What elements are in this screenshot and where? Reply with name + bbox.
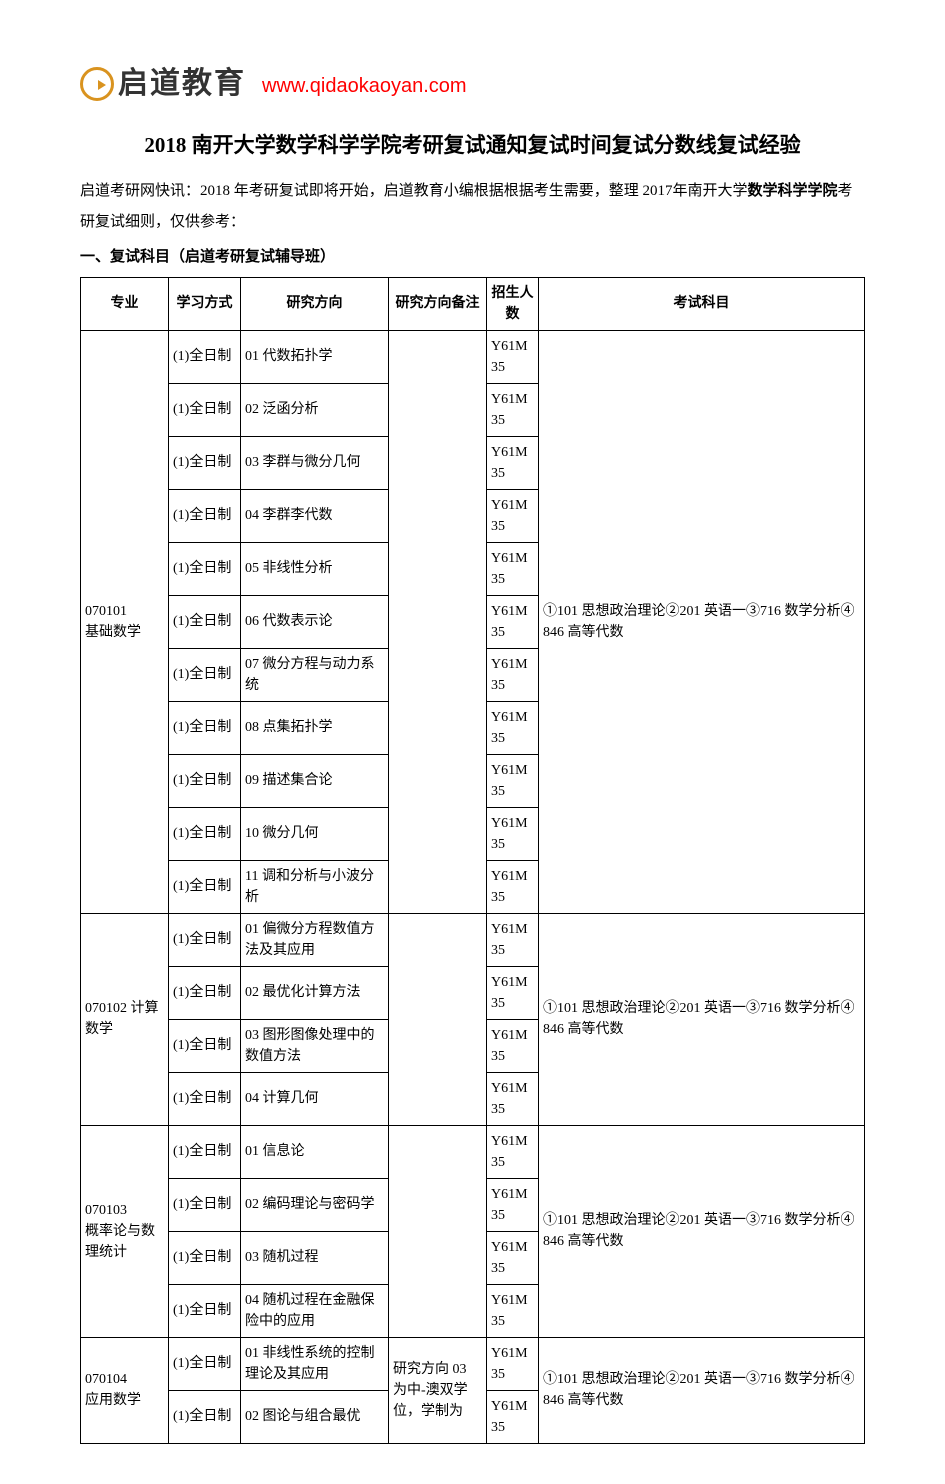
cell-mode: (1)全日制 <box>169 1072 241 1125</box>
cell-mode: (1)全日制 <box>169 383 241 436</box>
cell-enroll-num: Y61M35 <box>487 701 539 754</box>
col-header-dir: 研究方向 <box>241 277 389 330</box>
cell-major: 070103 概率论与数理统计 <box>81 1125 169 1337</box>
cell-enroll-num: Y61M35 <box>487 542 539 595</box>
table-row: 070101 基础数学(1)全日制01 代数拓扑学Y61M35①101 思想政治… <box>81 330 865 383</box>
cell-exam-subjects: ①101 思想政治理论②201 英语一③716 数学分析④846 高等代数 <box>539 330 865 913</box>
cell-direction: 05 非线性分析 <box>241 542 389 595</box>
cell-direction: 01 信息论 <box>241 1125 389 1178</box>
cell-mode: (1)全日制 <box>169 330 241 383</box>
cell-enroll-num: Y61M35 <box>487 1178 539 1231</box>
cell-enroll-num: Y61M35 <box>487 648 539 701</box>
cell-major: 070102 计算数学 <box>81 913 169 1125</box>
cell-direction: 10 微分几何 <box>241 807 389 860</box>
cell-major: 070101 基础数学 <box>81 330 169 913</box>
table-header-row: 专业 学习方式 研究方向 研究方向备注 招生人数 考试科目 <box>81 277 865 330</box>
col-header-remark: 研究方向备注 <box>389 277 487 330</box>
cell-direction: 03 图形图像处理中的数值方法 <box>241 1019 389 1072</box>
cell-remark <box>389 913 487 1125</box>
table-row: 070104 应用数学(1)全日制01 非线性系统的控制理论及其应用研究方向 0… <box>81 1337 865 1390</box>
cell-exam-subjects: ①101 思想政治理论②201 英语一③716 数学分析④846 高等代数 <box>539 1337 865 1443</box>
cell-mode: (1)全日制 <box>169 436 241 489</box>
cell-direction: 01 偏微分方程数值方法及其应用 <box>241 913 389 966</box>
cell-enroll-num: Y61M35 <box>487 383 539 436</box>
cell-direction: 01 代数拓扑学 <box>241 330 389 383</box>
cell-mode: (1)全日制 <box>169 701 241 754</box>
cell-enroll-num: Y61M35 <box>487 913 539 966</box>
cell-mode: (1)全日制 <box>169 1337 241 1390</box>
cell-mode: (1)全日制 <box>169 807 241 860</box>
cell-enroll-num: Y61M35 <box>487 330 539 383</box>
cell-mode: (1)全日制 <box>169 648 241 701</box>
cell-direction: 02 编码理论与密码学 <box>241 1178 389 1231</box>
intro-paragraph: 启道考研网快讯：2018 年考研复试即将开始，启道教育小编根据根据考生需要，整理… <box>80 176 865 239</box>
cell-exam-subjects: ①101 思想政治理论②201 英语一③716 数学分析④846 高等代数 <box>539 1125 865 1337</box>
brand-logo-icon <box>80 67 114 101</box>
cell-direction: 08 点集拓扑学 <box>241 701 389 754</box>
cell-enroll-num: Y61M35 <box>487 1284 539 1337</box>
cell-mode: (1)全日制 <box>169 542 241 595</box>
cell-mode: (1)全日制 <box>169 1390 241 1443</box>
col-header-num: 招生人数 <box>487 277 539 330</box>
table-row: 070103 概率论与数理统计(1)全日制01 信息论Y61M35①101 思想… <box>81 1125 865 1178</box>
cell-enroll-num: Y61M35 <box>487 966 539 1019</box>
cell-mode: (1)全日制 <box>169 966 241 1019</box>
brand-url: www.qidaokaoyan.com <box>262 70 467 102</box>
cell-direction: 04 计算几何 <box>241 1072 389 1125</box>
cell-mode: (1)全日制 <box>169 595 241 648</box>
section-1-heading: 一、复试科目（启道考研复试辅导班） <box>80 245 865 269</box>
cell-remark <box>389 330 487 913</box>
cell-enroll-num: Y61M35 <box>487 754 539 807</box>
cell-mode: (1)全日制 <box>169 1019 241 1072</box>
cell-direction: 07 微分方程与动力系统 <box>241 648 389 701</box>
cell-direction: 11 调和分析与小波分析 <box>241 860 389 913</box>
cell-direction: 04 随机过程在金融保险中的应用 <box>241 1284 389 1337</box>
cell-direction: 02 图论与组合最优 <box>241 1390 389 1443</box>
cell-enroll-num: Y61M35 <box>487 1390 539 1443</box>
col-header-subj: 考试科目 <box>539 277 865 330</box>
page-header: 启道教育 www.qidaokaoyan.com <box>80 60 865 108</box>
brand-logo: 启道教育 <box>80 60 246 108</box>
cell-direction: 03 李群与微分几何 <box>241 436 389 489</box>
cell-direction: 06 代数表示论 <box>241 595 389 648</box>
cell-enroll-num: Y61M35 <box>487 807 539 860</box>
table-row: 070102 计算数学(1)全日制01 偏微分方程数值方法及其应用Y61M35①… <box>81 913 865 966</box>
cell-enroll-num: Y61M35 <box>487 860 539 913</box>
brand-logo-text: 启道教育 <box>118 60 246 108</box>
cell-enroll-num: Y61M35 <box>487 1231 539 1284</box>
col-header-major: 专业 <box>81 277 169 330</box>
cell-mode: (1)全日制 <box>169 1284 241 1337</box>
cell-enroll-num: Y61M35 <box>487 1337 539 1390</box>
cell-major: 070104 应用数学 <box>81 1337 169 1443</box>
cell-mode: (1)全日制 <box>169 1178 241 1231</box>
cell-enroll-num: Y61M35 <box>487 595 539 648</box>
col-header-mode: 学习方式 <box>169 277 241 330</box>
subjects-table: 专业 学习方式 研究方向 研究方向备注 招生人数 考试科目 070101 基础数… <box>80 277 865 1444</box>
intro-prefix: 启道考研网快讯：2018 年考研复试即将开始，启道教育小编根据根据考生需要，整理… <box>80 183 748 199</box>
cell-exam-subjects: ①101 思想政治理论②201 英语一③716 数学分析④846 高等代数 <box>539 913 865 1125</box>
intro-bold: 数学科学学院 <box>748 183 838 199</box>
cell-mode: (1)全日制 <box>169 1125 241 1178</box>
cell-mode: (1)全日制 <box>169 1231 241 1284</box>
cell-remark: 研究方向 03 为中-澳双学位，学制为 <box>389 1337 487 1443</box>
cell-mode: (1)全日制 <box>169 754 241 807</box>
cell-mode: (1)全日制 <box>169 489 241 542</box>
cell-direction: 04 李群李代数 <box>241 489 389 542</box>
cell-enroll-num: Y61M35 <box>487 436 539 489</box>
cell-direction: 01 非线性系统的控制理论及其应用 <box>241 1337 389 1390</box>
document-title: 2018 南开大学数学科学学院考研复试通知复试时间复试分数线复试经验 <box>80 126 865 166</box>
cell-direction: 02 最优化计算方法 <box>241 966 389 1019</box>
cell-enroll-num: Y61M35 <box>487 489 539 542</box>
cell-direction: 09 描述集合论 <box>241 754 389 807</box>
cell-enroll-num: Y61M35 <box>487 1125 539 1178</box>
cell-mode: (1)全日制 <box>169 913 241 966</box>
cell-enroll-num: Y61M35 <box>487 1019 539 1072</box>
cell-remark <box>389 1125 487 1337</box>
cell-mode: (1)全日制 <box>169 860 241 913</box>
cell-direction: 02 泛函分析 <box>241 383 389 436</box>
cell-enroll-num: Y61M35 <box>487 1072 539 1125</box>
cell-direction: 03 随机过程 <box>241 1231 389 1284</box>
